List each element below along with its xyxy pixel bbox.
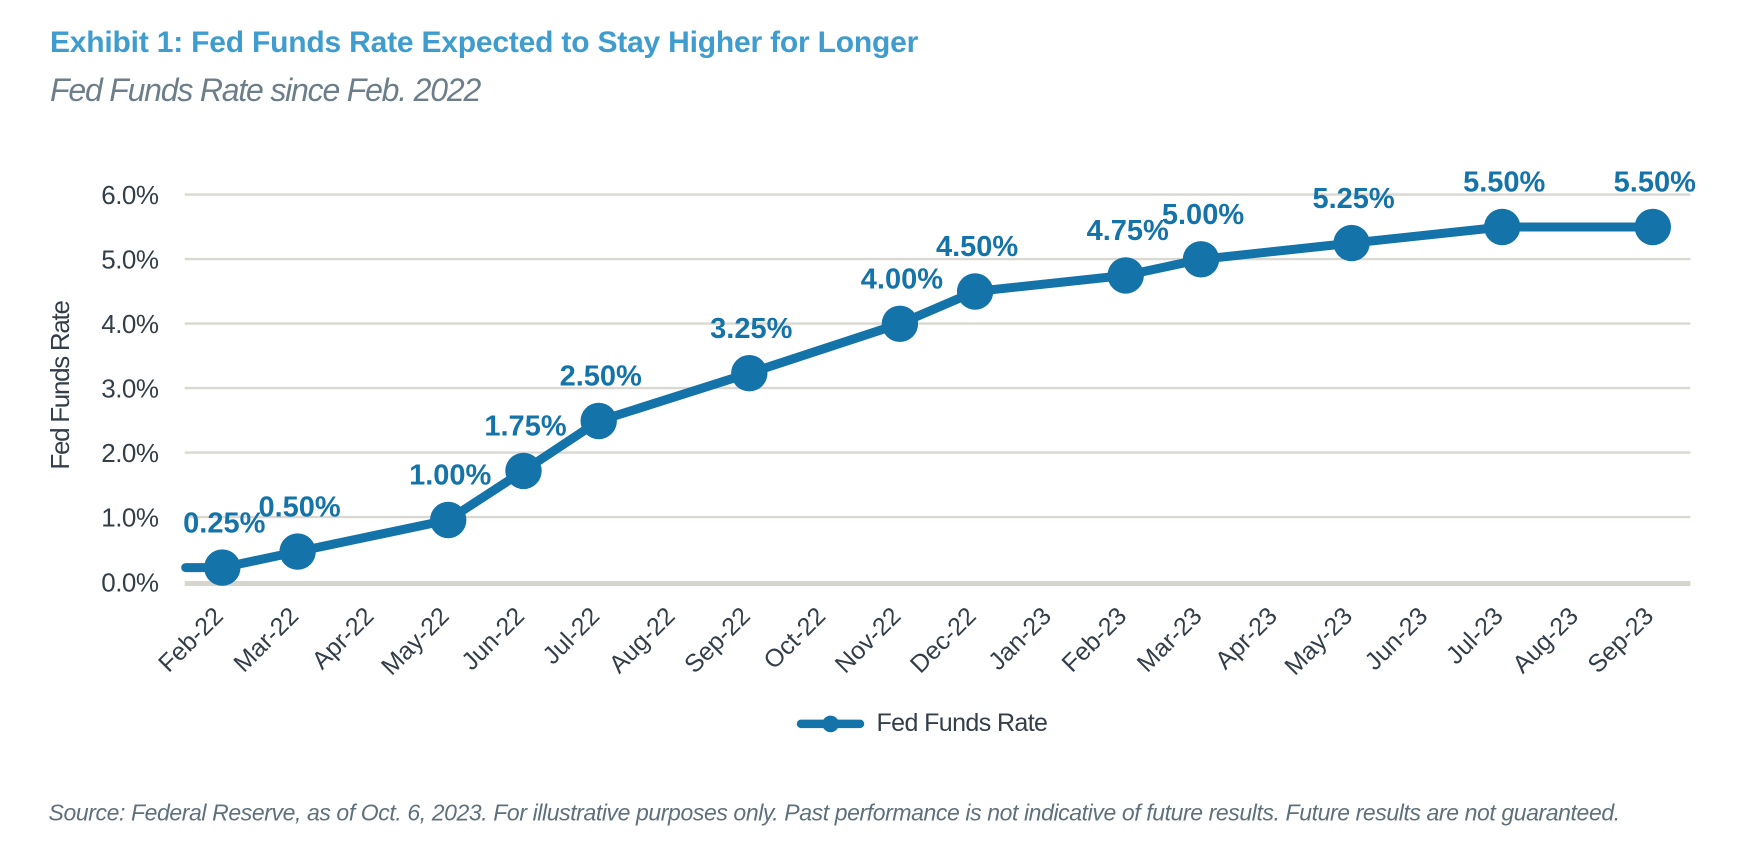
svg-text:0.0%: 0.0% xyxy=(101,567,159,597)
svg-text:Apr-22: Apr-22 xyxy=(307,602,380,675)
svg-text:Dec-22: Dec-22 xyxy=(905,602,982,679)
svg-text:May-22: May-22 xyxy=(376,602,455,681)
svg-text:4.75%: 4.75% xyxy=(1087,215,1169,247)
svg-text:Aug-23: Aug-23 xyxy=(1507,602,1584,679)
svg-text:Oct-22: Oct-22 xyxy=(758,602,831,675)
svg-text:Sep-23: Sep-23 xyxy=(1582,602,1659,679)
svg-text:4.0%: 4.0% xyxy=(101,309,159,339)
svg-text:Jan-23: Jan-23 xyxy=(983,602,1057,676)
svg-text:Feb-23: Feb-23 xyxy=(1056,602,1132,678)
svg-text:1.75%: 1.75% xyxy=(484,411,566,443)
svg-text:1.0%: 1.0% xyxy=(101,503,159,533)
svg-text:0.25%: 0.25% xyxy=(183,507,265,539)
svg-text:Jul-23: Jul-23 xyxy=(1441,602,1509,670)
svg-text:Apr-23: Apr-23 xyxy=(1210,602,1283,675)
svg-text:4.00%: 4.00% xyxy=(861,264,943,296)
svg-text:Fed Funds Rate: Fed Funds Rate xyxy=(45,301,75,470)
svg-text:Jul-22: Jul-22 xyxy=(537,602,605,670)
svg-text:Fed Funds Rate since Feb. 2022: Fed Funds Rate since Feb. 2022 xyxy=(50,72,481,108)
svg-text:5.0%: 5.0% xyxy=(101,245,159,275)
svg-text:Feb-22: Feb-22 xyxy=(153,602,229,678)
svg-text:Jun-22: Jun-22 xyxy=(456,602,530,676)
svg-text:Aug-22: Aug-22 xyxy=(604,602,681,679)
svg-text:3.25%: 3.25% xyxy=(710,313,792,345)
svg-text:Jun-23: Jun-23 xyxy=(1359,602,1433,676)
svg-text:Mar-22: Mar-22 xyxy=(228,602,304,678)
svg-text:1.00%: 1.00% xyxy=(409,460,491,492)
svg-text:5.50%: 5.50% xyxy=(1463,167,1545,199)
svg-text:Nov-22: Nov-22 xyxy=(830,602,907,679)
svg-text:6.0%: 6.0% xyxy=(101,180,159,210)
svg-text:Sep-22: Sep-22 xyxy=(679,602,756,679)
svg-text:Fed Funds Rate: Fed Funds Rate xyxy=(877,709,1048,737)
svg-text:5.00%: 5.00% xyxy=(1162,199,1244,231)
svg-text:2.50%: 2.50% xyxy=(560,361,642,393)
svg-text:3.0%: 3.0% xyxy=(101,374,159,404)
svg-text:Exhibit 1: Fed Funds Rate Expe: Exhibit 1: Fed Funds Rate Expected to St… xyxy=(50,26,919,59)
svg-text:2.0%: 2.0% xyxy=(101,438,159,468)
svg-text:May-23: May-23 xyxy=(1279,602,1358,681)
svg-text:4.50%: 4.50% xyxy=(936,231,1018,263)
svg-text:Mar-23: Mar-23 xyxy=(1132,602,1208,678)
svg-text:Source: Federal Reserve, as of: Source: Federal Reserve, as of Oct. 6, 2… xyxy=(49,800,1620,826)
svg-text:0.50%: 0.50% xyxy=(258,491,340,523)
svg-text:5.50%: 5.50% xyxy=(1614,167,1696,199)
svg-text:5.25%: 5.25% xyxy=(1312,183,1394,215)
